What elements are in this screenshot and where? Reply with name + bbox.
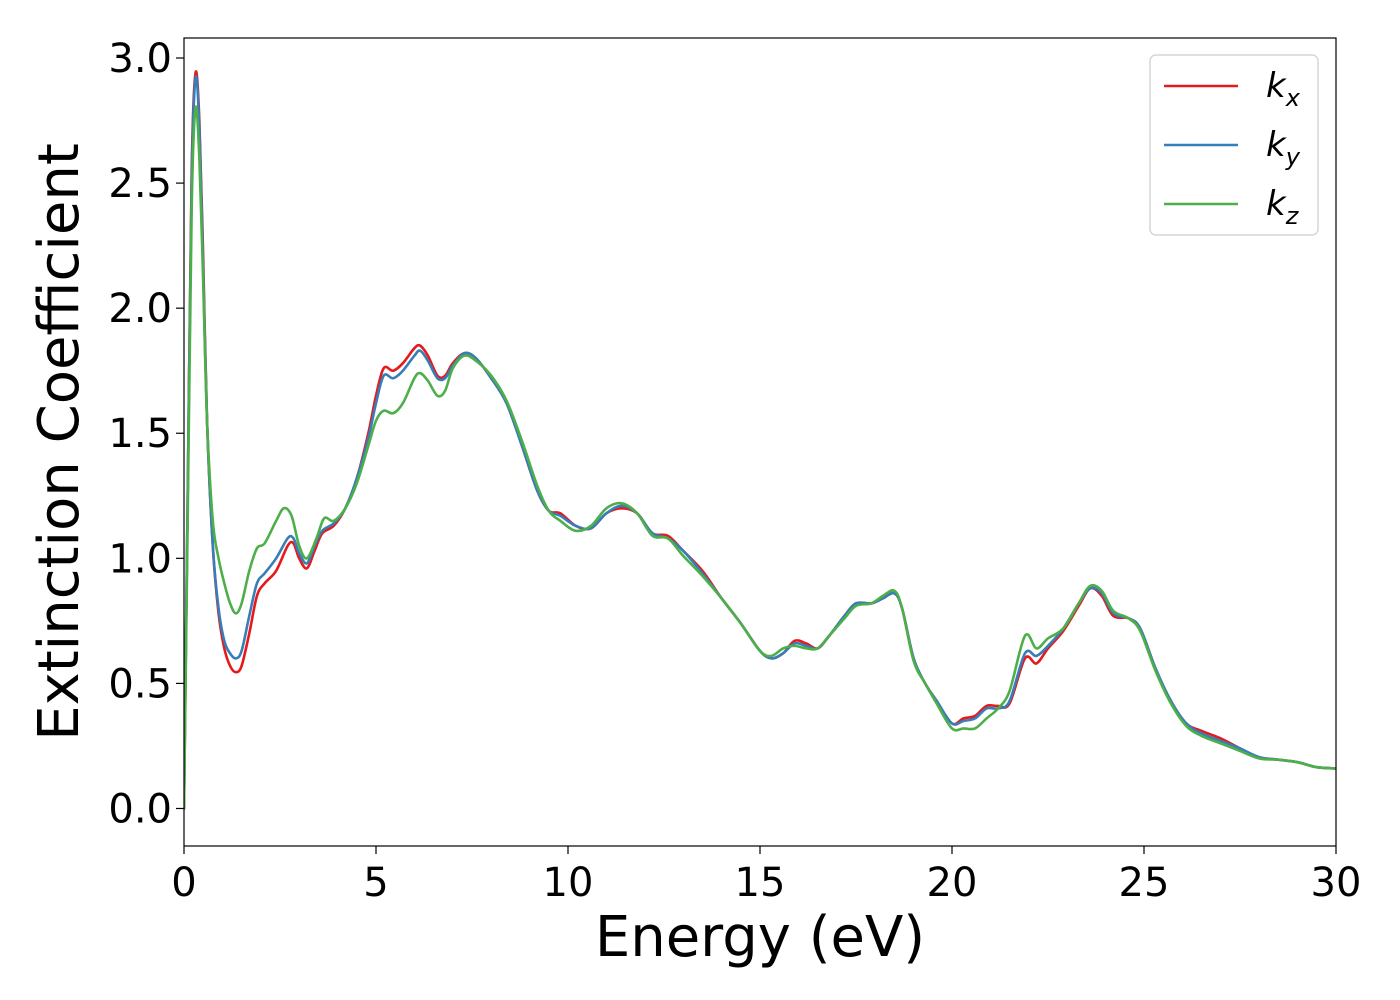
x-tick-label: 15 [735,860,786,906]
y-tick-label: 2.5 [108,161,172,207]
y-tick-label: 1.0 [108,536,172,582]
x-tick-label: 30 [1311,860,1362,906]
legend-label-z: kz [1266,184,1300,230]
y-tick-label: 2.0 [108,286,172,332]
x-tick-label: 25 [1119,860,1170,906]
y-tick-label: 0.0 [108,786,172,832]
x-axis-ticks: 0 5 10 15 20 25 30 [171,846,1361,906]
x-axis-title: Energy (eV) [595,905,925,970]
x-tick-label: 5 [363,860,388,906]
series-line-z [184,105,1336,810]
y-tick-label: 0.5 [108,661,172,707]
legend: kx ky kz [1149,54,1319,236]
y-tick-label: 1.5 [108,411,172,457]
y-axis-ticks: 0.0 0.5 1.0 1.5 2.0 2.5 3.0 [108,36,184,832]
y-axis-title: Extinction Coefficient [27,143,92,741]
x-tick-label: 0 [171,860,196,906]
x-tick-label: 10 [543,860,594,906]
series-layer [184,70,1336,810]
y-tick-label: 3.0 [108,36,172,82]
x-tick-label: 20 [927,860,978,906]
legend-label-x: kx [1266,66,1301,112]
legend-label-y: ky [1266,125,1301,171]
